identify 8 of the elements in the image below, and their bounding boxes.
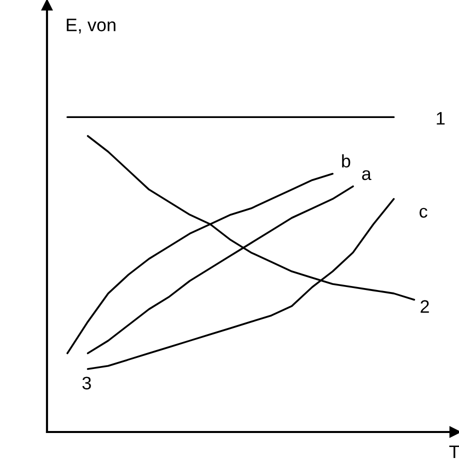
series-label: b [342,154,350,168]
x-axis-title: T [449,446,459,458]
y-axis-title: E, von [66,18,116,34]
series-label: 2 [420,300,429,313]
annotation: 3 [82,376,91,390]
series-label: c [420,208,428,218]
series-label: a [362,170,372,180]
text: 1 [436,112,445,125]
